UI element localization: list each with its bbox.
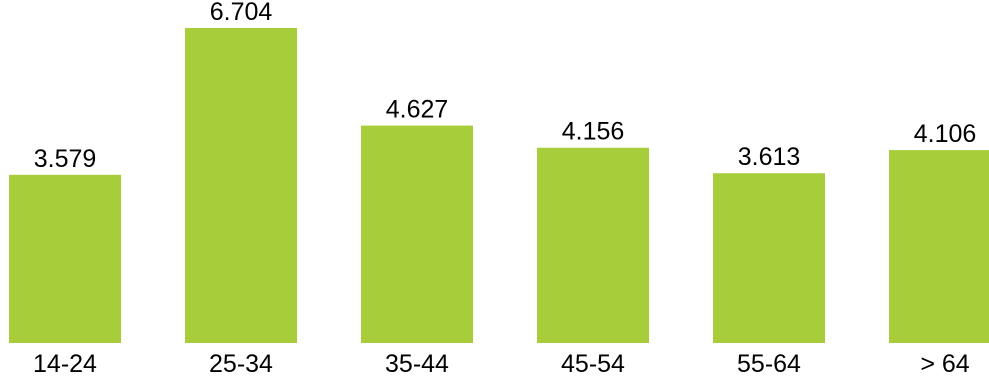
bar-4 — [713, 173, 825, 343]
bar-3 — [537, 147, 649, 343]
category-label-4: 55-64 — [737, 350, 801, 378]
category-label-2: 35-44 — [385, 350, 449, 378]
bar-0 — [9, 174, 121, 343]
category-label-3: 45-54 — [561, 350, 625, 378]
bar-2 — [361, 125, 473, 343]
bars-group — [9, 28, 989, 343]
category-label-1: 25-34 — [209, 350, 273, 378]
category-label-5: > 64 — [920, 350, 969, 378]
bar-value-label-5: 4.106 — [914, 120, 977, 148]
bar-value-label-1: 6.704 — [210, 0, 273, 26]
bar-value-label-2: 4.627 — [386, 96, 449, 124]
bar-value-label-0: 3.579 — [34, 145, 97, 173]
category-labels-group: 14-24 25-34 35-44 45-54 55-64 > 64 — [33, 350, 970, 378]
category-label-0: 14-24 — [33, 350, 97, 378]
bar-5 — [889, 150, 989, 343]
bar-value-label-4: 3.613 — [738, 143, 801, 171]
bar-value-label-3: 4.156 — [562, 118, 625, 146]
bar-1 — [185, 28, 297, 343]
value-labels-group: 3.579 6.704 4.627 4.156 3.613 4.106 — [34, 0, 977, 173]
